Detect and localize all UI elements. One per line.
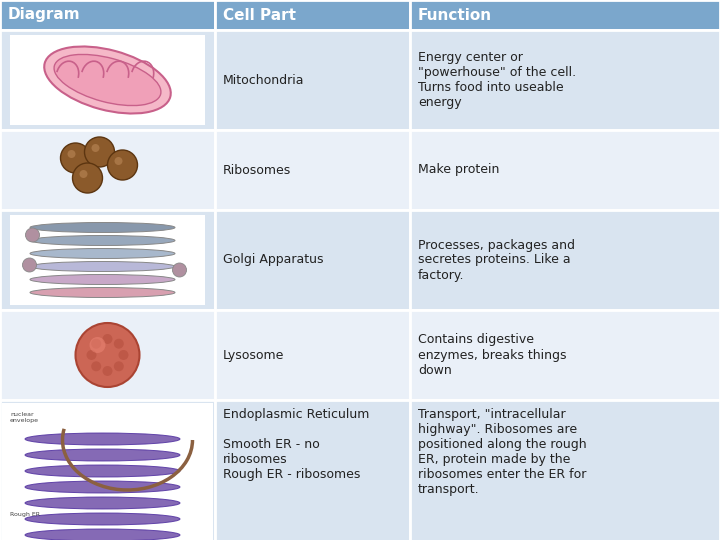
Circle shape <box>60 143 91 173</box>
Circle shape <box>25 228 40 242</box>
Bar <box>0 310 215 400</box>
Text: Function: Function <box>418 8 492 23</box>
Bar <box>0 30 215 130</box>
Text: nuclear
envelope: nuclear envelope <box>10 412 39 423</box>
Circle shape <box>102 366 112 376</box>
Circle shape <box>86 350 96 360</box>
Ellipse shape <box>25 529 180 540</box>
Circle shape <box>89 337 106 353</box>
Text: Cell Part: Cell Part <box>223 8 296 23</box>
Bar <box>2 403 213 540</box>
Bar <box>215 310 410 400</box>
Circle shape <box>114 339 124 349</box>
Ellipse shape <box>44 46 171 113</box>
Ellipse shape <box>25 481 180 493</box>
Text: Contains digestive
enzymes, breaks things
down: Contains digestive enzymes, breaks thing… <box>418 334 567 376</box>
Circle shape <box>84 137 114 167</box>
Text: Rough ER: Rough ER <box>10 512 40 517</box>
Bar <box>0 400 215 540</box>
Circle shape <box>114 157 122 165</box>
Text: Processes, packages and
secretes proteins. Like a
factory.: Processes, packages and secretes protein… <box>418 239 575 281</box>
Bar <box>215 30 410 130</box>
Ellipse shape <box>30 287 175 298</box>
Text: Mitochondria: Mitochondria <box>223 73 305 86</box>
Ellipse shape <box>30 248 175 259</box>
Circle shape <box>107 150 138 180</box>
Text: Energy center or
"powerhouse" of the cell.
Turns food into useable
energy: Energy center or "powerhouse" of the cel… <box>418 51 576 109</box>
Circle shape <box>102 334 112 344</box>
Bar <box>215 400 410 540</box>
Bar <box>215 130 410 210</box>
Bar <box>410 310 720 400</box>
Bar <box>10 215 205 305</box>
Ellipse shape <box>54 55 161 106</box>
Bar <box>410 210 720 310</box>
Ellipse shape <box>25 465 180 477</box>
Circle shape <box>91 339 102 349</box>
Text: Make protein: Make protein <box>418 164 500 177</box>
Ellipse shape <box>25 449 180 461</box>
Ellipse shape <box>25 513 180 525</box>
Circle shape <box>91 361 102 372</box>
Text: Transport, "intracellular
highway". Ribosomes are
positioned along the rough
ER,: Transport, "intracellular highway". Ribo… <box>418 408 587 496</box>
Ellipse shape <box>30 261 175 272</box>
Bar <box>215 210 410 310</box>
Circle shape <box>119 350 128 360</box>
Circle shape <box>76 323 140 387</box>
Circle shape <box>91 144 99 152</box>
Circle shape <box>22 258 37 272</box>
Bar <box>410 400 720 540</box>
Ellipse shape <box>25 497 180 509</box>
Ellipse shape <box>30 222 175 233</box>
Ellipse shape <box>25 433 180 445</box>
Ellipse shape <box>30 235 175 246</box>
Bar <box>410 30 720 130</box>
Text: Diagram: Diagram <box>8 8 81 23</box>
Text: Endoplasmic Reticulum

Smooth ER - no
ribosomes
Rough ER - ribosomes: Endoplasmic Reticulum Smooth ER - no rib… <box>223 408 369 481</box>
Text: Ribosomes: Ribosomes <box>223 164 292 177</box>
Text: Lysosome: Lysosome <box>223 348 284 361</box>
Bar <box>0 210 215 310</box>
Bar <box>0 130 215 210</box>
Ellipse shape <box>30 274 175 285</box>
Bar <box>215 0 410 30</box>
Circle shape <box>173 263 186 277</box>
Bar <box>10 35 205 125</box>
Circle shape <box>68 150 76 158</box>
Circle shape <box>73 163 102 193</box>
Circle shape <box>79 170 88 178</box>
Bar <box>410 0 720 30</box>
Bar <box>0 0 215 30</box>
Bar <box>410 130 720 210</box>
Circle shape <box>114 361 124 372</box>
Text: Golgi Apparatus: Golgi Apparatus <box>223 253 323 267</box>
